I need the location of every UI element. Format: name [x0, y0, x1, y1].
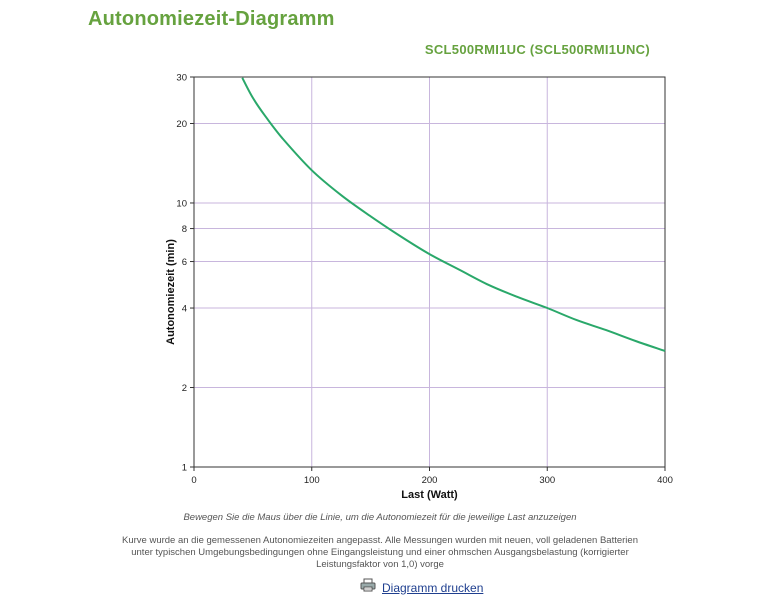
runtime-chart: 0 100 200 300 400 1 2 4 6 8 10 20 30 Last (Watt) Aut…	[165, 73, 673, 502]
y-tick-label: 20	[176, 119, 187, 130]
x-tick-label: 400	[657, 475, 673, 486]
print-chart-label[interactable]: Diagramm drucken	[382, 580, 484, 595]
y-tick-label: 10	[176, 198, 187, 209]
note-line: Leistungsfaktor von 1,0) vorge	[316, 559, 444, 570]
note-line: unter typischen Umgebungsbedingungen ohn…	[131, 547, 629, 558]
y-tick-label: 8	[182, 224, 187, 235]
print-chart-link[interactable]: Diagramm drucken	[360, 578, 483, 597]
y-axis-label: Autonomiezeit (min)	[165, 239, 177, 345]
hover-hint: Bewegen Sie die Maus über die Linie, um …	[183, 512, 577, 523]
x-axis-label: Last (Watt)	[401, 489, 458, 501]
axis-ticks: 0 100 200 300 400 1 2 4 6 8 10 20 30	[176, 73, 673, 487]
printer-icon	[360, 578, 376, 597]
y-tick-label: 1	[182, 463, 187, 474]
y-tick-label: 30	[176, 73, 187, 84]
x-tick-label: 300	[539, 475, 555, 486]
x-tick-label: 100	[304, 475, 320, 486]
series-line[interactable]	[241, 77, 666, 352]
y-tick-label: 6	[182, 257, 187, 268]
y-tick-label: 2	[182, 383, 187, 394]
chart-subtitle: SCL500RMI1UC (SCL500RMI1UNC)	[424, 42, 650, 57]
note-line: Kurve wurde an die gemessenen Autonomiez…	[122, 535, 638, 546]
measurement-note: Kurve wurde an die gemessenen Autonomiez…	[0, 535, 760, 571]
y-tick-label: 4	[182, 304, 187, 315]
grid-lines	[194, 77, 665, 467]
x-tick-label: 0	[191, 475, 196, 486]
series-layer[interactable]	[241, 77, 666, 352]
x-tick-label: 200	[422, 475, 438, 486]
page-title: Autonomiezeit-Diagramm	[88, 8, 335, 30]
